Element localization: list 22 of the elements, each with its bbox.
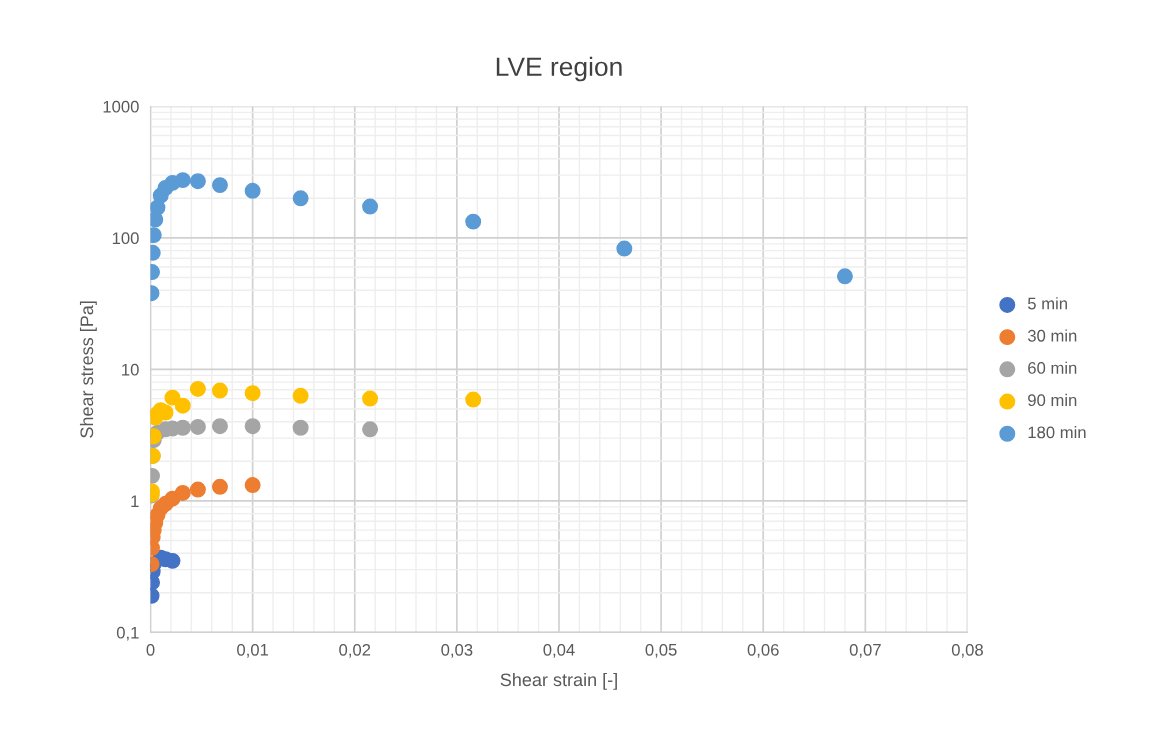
legend-label: 180 min — [1028, 426, 1086, 439]
legend-label: 90 min — [1028, 393, 1077, 407]
x-tick-label: 0,01 — [237, 643, 269, 658]
y-axis-title: Shear stress [Pa] — [79, 301, 97, 438]
y-tick-label: 100 — [112, 232, 139, 245]
x-tick-label: 0 — [146, 643, 155, 656]
x-tick-label: 0,02 — [339, 643, 371, 658]
x-tick-label: 0,05 — [645, 643, 677, 658]
chart-title: LVE region — [496, 56, 622, 82]
y-tick-label: 10 — [122, 363, 139, 376]
x-tick-label: 0,07 — [849, 643, 881, 658]
y-tick-label: 0,1 — [116, 626, 139, 641]
x-tick-label: 0,04 — [543, 643, 575, 658]
x-tick-label: 0,08 — [951, 643, 983, 658]
x-axis-title: Shear strain [-] — [500, 672, 617, 690]
legend-label: 30 min — [1027, 329, 1077, 342]
legend-label: 60 min — [1028, 361, 1077, 374]
x-tick-label: 0,06 — [747, 643, 779, 658]
legend-label: 5 min — [1027, 297, 1067, 310]
x-tick-label: 0,03 — [441, 643, 473, 658]
y-tick-label: 1 — [131, 495, 139, 507]
y-tick-label: 1000 — [103, 100, 139, 113]
